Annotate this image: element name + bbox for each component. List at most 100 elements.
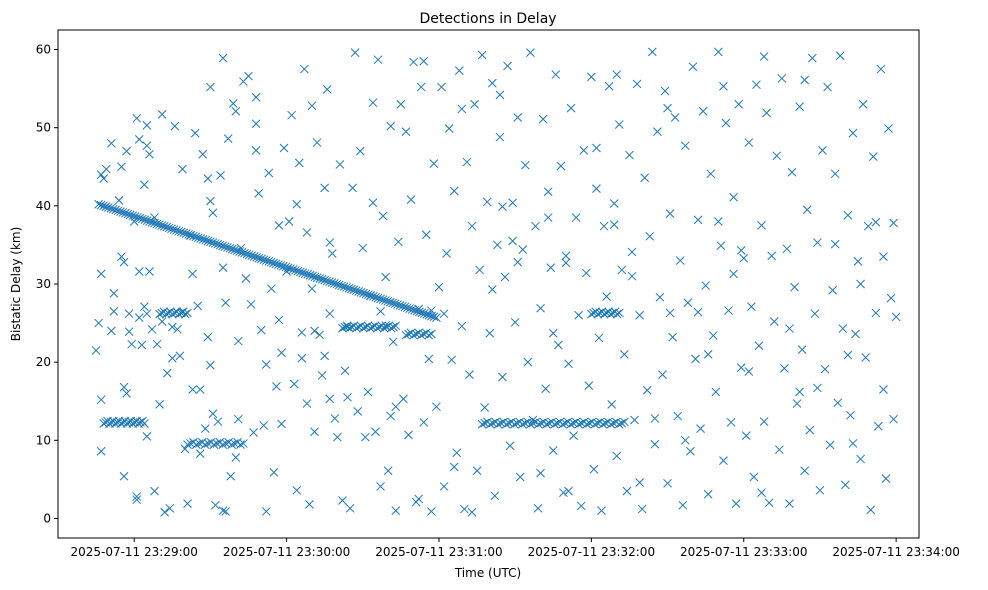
scatter-marker: [278, 261, 288, 271]
scatter-marker: [221, 507, 230, 516]
scatter-marker: [137, 340, 147, 350]
scatter-marker: [203, 236, 213, 246]
scatter-marker: [526, 419, 535, 429]
scatter-marker: [140, 419, 149, 428]
x-tick-label: 2025-07-11 23:30:00: [223, 545, 350, 559]
scatter-marker: [571, 213, 581, 222]
scatter-marker: [203, 332, 213, 342]
scatter-marker: [665, 209, 675, 219]
scatter-marker: [310, 427, 319, 437]
scatter-marker: [670, 113, 680, 122]
scatter-marker: [696, 424, 705, 433]
scatter-marker: [152, 219, 162, 229]
scatter-marker: [592, 184, 601, 194]
scatter-marker: [792, 399, 802, 408]
scatter-marker: [223, 243, 232, 252]
scatter-marker: [536, 418, 546, 428]
scatter-marker: [856, 279, 865, 289]
scatter-marker: [157, 221, 167, 230]
scatter-marker: [790, 282, 799, 292]
scatter-marker: [91, 346, 101, 355]
scatter-marker: [569, 431, 578, 440]
scatter-marker: [130, 212, 140, 221]
scatter-marker: [620, 417, 629, 427]
scatter-marker: [364, 290, 373, 300]
scatter-marker: [513, 113, 523, 122]
scatter-marker: [777, 74, 787, 83]
scatter-marker: [178, 164, 187, 174]
scatter-marker: [167, 353, 177, 363]
scatter-marker: [668, 332, 677, 342]
scatter-marker: [467, 221, 477, 231]
scatter-marker: [251, 92, 261, 102]
scatter-marker: [480, 418, 490, 428]
scatter-marker: [220, 242, 230, 252]
scatter-marker: [218, 53, 228, 63]
scatter-marker: [487, 78, 497, 88]
scatter-marker: [135, 213, 145, 223]
scatter-marker: [488, 418, 498, 428]
scatter-marker: [261, 256, 271, 265]
scatter-marker: [310, 272, 320, 282]
scatter-marker: [157, 317, 167, 326]
scatter-marker: [614, 419, 624, 429]
scatter-marker: [227, 244, 237, 254]
scatter-marker: [223, 134, 233, 143]
scatter-marker: [500, 272, 510, 282]
scatter-marker: [109, 289, 119, 298]
scatter-marker: [683, 298, 693, 308]
scatter-marker: [561, 251, 571, 261]
scatter-marker: [495, 132, 505, 142]
scatter-marker: [886, 293, 896, 303]
scatter-marker: [147, 324, 157, 334]
scatter-marker: [673, 411, 683, 421]
scatter-marker: [851, 329, 860, 339]
scatter-marker: [437, 82, 446, 92]
scatter-marker: [269, 258, 278, 268]
scatter-marker: [612, 451, 622, 461]
scatter-marker: [759, 417, 769, 426]
scatter-marker: [729, 192, 738, 202]
scatter-marker: [106, 138, 116, 148]
scatter-marker: [876, 64, 886, 74]
scatter-marker: [592, 143, 601, 153]
scatter-marker: [208, 208, 218, 218]
scatter-marker: [734, 99, 744, 109]
scatter-marker: [432, 313, 441, 322]
scatter-marker: [419, 417, 429, 427]
scatter-marks: [91, 47, 901, 517]
scatter-marker: [385, 297, 395, 307]
scatter-marker: [327, 249, 337, 258]
scatter-marker: [566, 103, 576, 113]
scatter-marker: [350, 48, 360, 58]
scatter-marker: [703, 489, 713, 499]
scatter-marker: [389, 322, 398, 332]
scatter-marker: [830, 239, 840, 249]
scatter-marker: [167, 322, 177, 332]
scatter-marker: [762, 108, 771, 118]
scatter-marker: [239, 439, 248, 448]
scatter-marker: [498, 202, 507, 211]
scatter-marker: [769, 317, 779, 326]
scatter-marker: [288, 265, 298, 274]
scatter-marker: [152, 339, 162, 349]
scatter-marker: [138, 214, 147, 224]
scatter-marker: [409, 330, 418, 340]
scatter-marker: [274, 221, 284, 230]
scatter-marker: [509, 419, 519, 429]
scatter-marker: [490, 491, 500, 501]
scatter-marker: [504, 418, 514, 428]
scatter-marker: [348, 183, 357, 193]
scatter-marker: [203, 174, 213, 183]
scatter-marker: [820, 364, 830, 374]
scatter-marker: [419, 56, 429, 66]
scatter-marker: [863, 221, 873, 231]
scatter-marker: [337, 281, 347, 291]
scatter-marker: [338, 323, 347, 333]
scatter-marker: [447, 355, 457, 365]
scatter-marker: [719, 456, 728, 465]
y-tick-label: 60: [36, 43, 51, 57]
scatter-marker: [300, 269, 310, 278]
scatter-marker: [352, 323, 361, 333]
scatter-marker: [830, 169, 840, 179]
